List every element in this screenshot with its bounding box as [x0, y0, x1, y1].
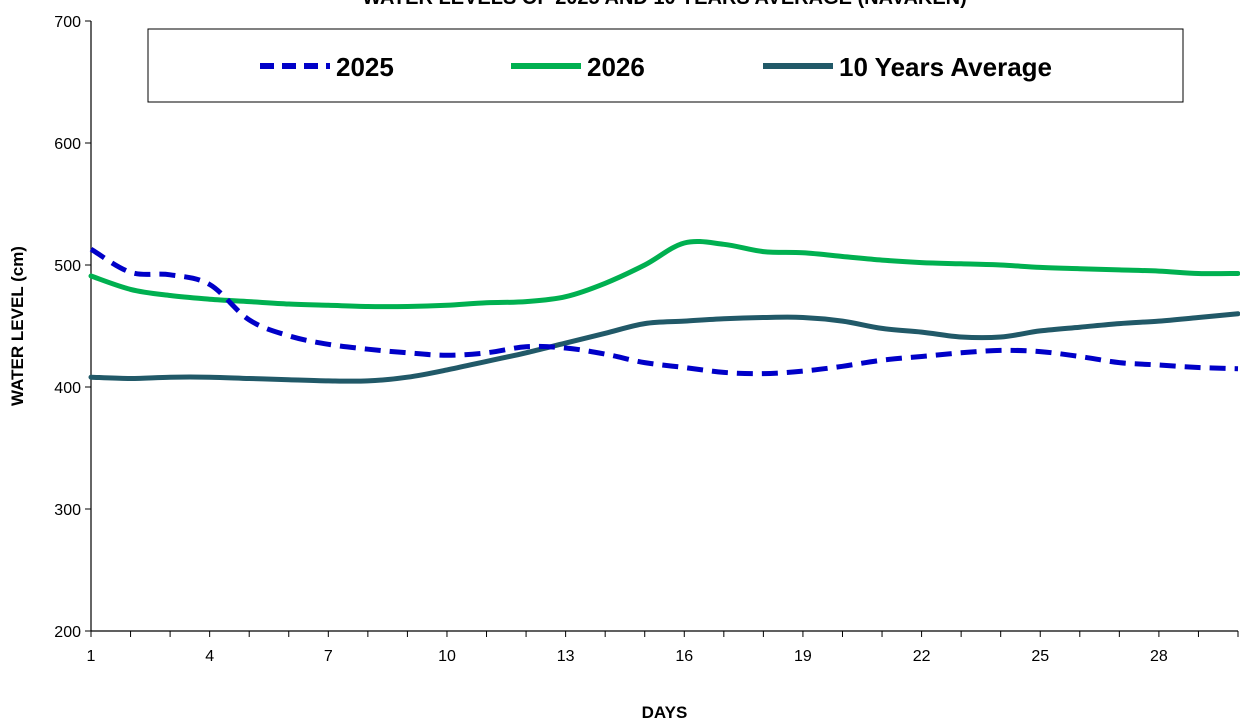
x-tick-label: 19	[794, 648, 812, 665]
y-tick-label: 700	[54, 14, 81, 31]
series-lines	[88, 239, 1240, 384]
legend: 2025 2026 10 Years Average	[147, 28, 1184, 103]
y-tick-label: 600	[54, 136, 81, 153]
series-line-2025	[89, 246, 1239, 377]
x-axis-title: DAYS	[642, 703, 688, 722]
y-axis-title: WATER LEVEL (cm)	[8, 246, 27, 406]
y-tick-label: 500	[54, 258, 81, 275]
series-line-10-years-average	[88, 311, 1240, 384]
x-tick-label: 4	[205, 648, 214, 665]
x-tick-label: 22	[913, 648, 931, 665]
x-tick-label: 13	[557, 648, 575, 665]
x-tick-label: 25	[1031, 648, 1049, 665]
x-tick-label: 1	[87, 648, 96, 665]
legend-label: 2026	[587, 52, 645, 82]
y-tick-label: 300	[54, 502, 81, 519]
x-tick-label: 10	[438, 648, 456, 665]
x-tick-label: 16	[675, 648, 693, 665]
y-tick-label: 400	[54, 380, 81, 397]
plot-area	[90, 21, 1238, 632]
series-line-2026	[88, 239, 1240, 310]
axis-ticks: 200 300 400 500 600 700 1 4 7 10 13 16 19 22 25 28	[54, 14, 1239, 665]
chart-title: WATER LEVELS OF 2025 AND 10 YEARS AVERAG…	[362, 0, 967, 9]
legend-box	[147, 28, 1184, 103]
y-tick-label: 200	[54, 624, 81, 641]
legend-label: 10 Years Average	[839, 52, 1052, 82]
x-tick-label: 28	[1150, 648, 1168, 665]
legend-label: 2025	[336, 52, 394, 82]
x-tick-label: 7	[324, 648, 333, 665]
